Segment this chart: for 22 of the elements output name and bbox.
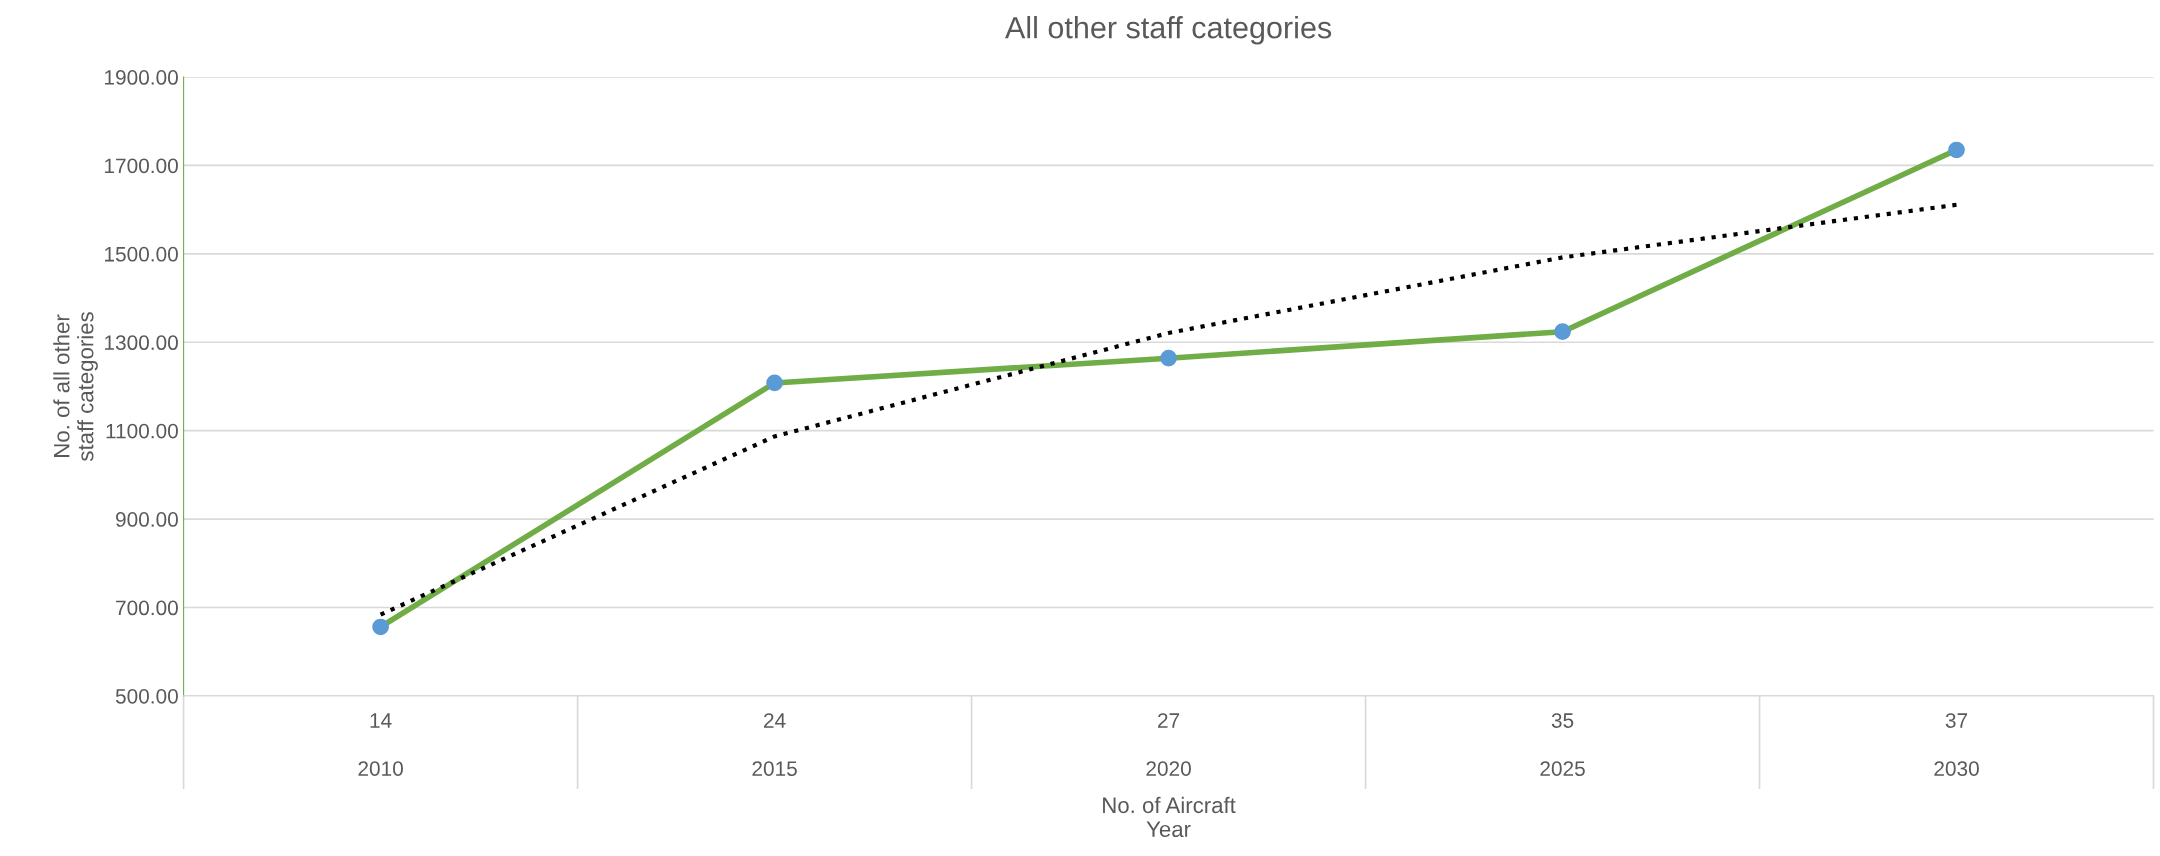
line-series <box>378 202 1959 617</box>
y-tick-label: 1500.00 <box>105 246 178 262</box>
y-tick-label: 1300.00 <box>105 335 178 351</box>
point <box>1554 323 1571 341</box>
y-tick-label: 1100.00 <box>106 423 178 439</box>
point <box>372 618 389 636</box>
y-tick-label: 900.00 <box>116 512 178 527</box>
point <box>1948 141 1965 159</box>
y-tick-label: 500.00 <box>115 688 178 704</box>
category-label: 14 2010 <box>358 713 403 776</box>
category-label: 37 2030 <box>1934 713 1979 776</box>
category-label: 27 2020 <box>1146 713 1191 776</box>
y-tick-label: 1900.00 <box>105 70 178 85</box>
x-axis-title: No. of Aircraft Year <box>1103 796 1236 838</box>
y-tick-label: 700.00 <box>116 600 178 616</box>
category-label: 24 2015 <box>752 713 797 776</box>
category-label: 35 2025 <box>1540 713 1585 776</box>
point <box>1160 349 1177 367</box>
point <box>766 374 783 392</box>
chart-title: All other staff categories <box>1005 16 1332 45</box>
y-tick-label: 1700.00 <box>105 158 178 174</box>
y-axis-title: No. of all other staff categories <box>53 312 98 462</box>
